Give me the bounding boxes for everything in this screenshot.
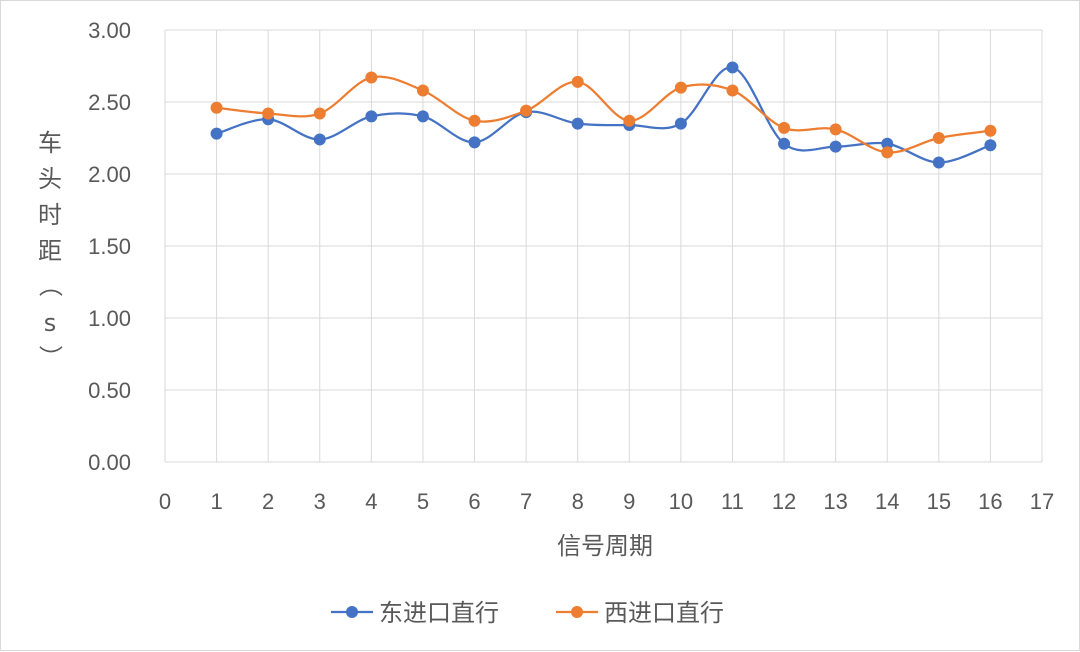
x-tick-label: 16 <box>978 489 1002 514</box>
data-point <box>726 61 739 74</box>
data-point <box>571 75 584 88</box>
data-point <box>313 133 326 146</box>
series-line <box>216 66 991 164</box>
data-point <box>571 117 584 130</box>
x-tick-label: 17 <box>1030 489 1054 514</box>
x-tick-label: 8 <box>572 489 584 514</box>
legend-item: 东进口直行 <box>331 599 499 627</box>
data-point <box>674 81 687 94</box>
data-point <box>778 137 791 150</box>
x-tick-label: 10 <box>669 489 693 514</box>
y-tick-label: 2.00 <box>88 162 131 187</box>
x-tick-label: 5 <box>417 489 429 514</box>
legend-marker <box>346 606 358 618</box>
x-tick-label: 3 <box>314 489 326 514</box>
x-tick-label: 6 <box>468 489 480 514</box>
data-point <box>984 139 997 152</box>
legend: 东进口直行 西进口直行 <box>331 599 724 627</box>
data-point <box>881 137 894 150</box>
data-point <box>365 110 378 123</box>
x-tick-label: 14 <box>875 489 899 514</box>
y-axis-label-char: 距 <box>38 237 62 265</box>
x-tick-label: 2 <box>262 489 274 514</box>
series-line <box>216 75 991 154</box>
data-point <box>932 156 945 169</box>
gridlines <box>164 29 1043 463</box>
y-axis-label-char: 时 <box>38 201 62 229</box>
series-1 <box>210 61 997 169</box>
y-tick-label: 0.50 <box>88 378 131 403</box>
data-point <box>829 123 842 136</box>
x-tick-label: 11 <box>721 489 744 514</box>
data-point <box>365 71 378 84</box>
x-tick-label: 13 <box>823 489 847 514</box>
data-point <box>932 132 945 144</box>
legend-item: 西进口直行 <box>556 599 724 627</box>
y-tick-label: 2.50 <box>88 90 131 115</box>
data-point <box>984 124 997 137</box>
y-tick-label: 0.00 <box>88 450 131 475</box>
y-axis-label-char: s <box>44 309 57 337</box>
data-point <box>778 121 791 134</box>
x-tick-label: 4 <box>365 489 377 514</box>
data-point <box>313 107 326 120</box>
y-tick-label: 1.50 <box>88 234 131 259</box>
data-point <box>210 127 223 140</box>
x-tick-label: 0 <box>159 489 171 514</box>
data-point <box>262 107 275 120</box>
x-tick-labels: 0 1 2 3 4 5 6 7 8 9 10 11 12 13 14 15 16 17 <box>159 489 1054 514</box>
y-axis-label-char: （ <box>36 273 64 297</box>
x-axis-label: 信号周期 <box>557 532 653 560</box>
y-axis-label-char: 车 <box>38 129 62 157</box>
x-tick-label: 1 <box>210 489 222 514</box>
legend-marker <box>571 606 583 618</box>
x-tick-label: 12 <box>772 489 796 514</box>
data-point <box>416 110 429 123</box>
data-point <box>674 117 687 130</box>
data-point <box>623 114 636 127</box>
y-tick-label: 1.00 <box>88 306 131 331</box>
data-point <box>468 136 481 149</box>
data-point <box>468 114 481 127</box>
legend-label: 西进口直行 <box>604 599 724 627</box>
data-point <box>726 84 739 97</box>
data-point <box>210 101 223 114</box>
y-tick-label: 3.00 <box>88 18 131 43</box>
legend-label: 东进口直行 <box>379 599 499 627</box>
y-tick-labels: 0.00 0.50 1.00 1.50 2.00 2.50 3.00 <box>88 18 131 475</box>
data-point <box>416 84 429 97</box>
data-point <box>881 146 894 159</box>
data-point <box>829 140 842 153</box>
y-axis-label-char: ） <box>36 345 64 369</box>
x-tick-label: 9 <box>623 489 635 514</box>
data-point <box>520 104 533 117</box>
series-group <box>210 61 997 169</box>
x-tick-label: 15 <box>927 489 951 514</box>
y-axis-label-char: 头 <box>38 165 62 193</box>
series-2 <box>210 71 997 159</box>
x-tick-label: 7 <box>520 489 532 514</box>
